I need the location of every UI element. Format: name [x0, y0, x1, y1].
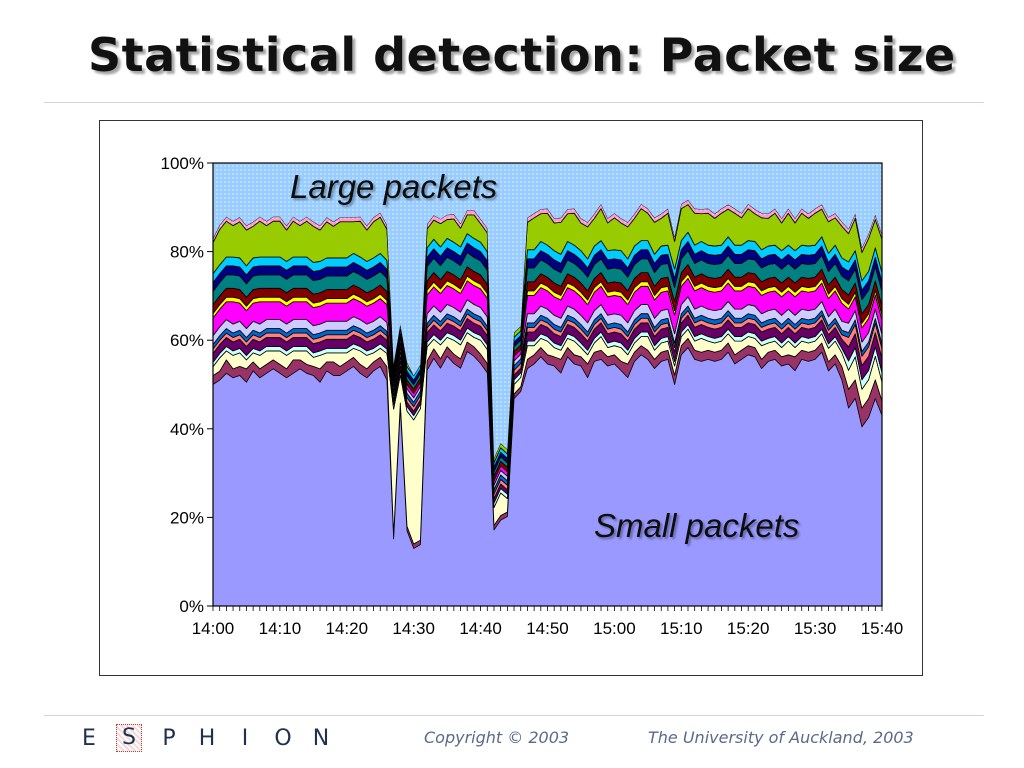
esphion-logo: E S P H I O N	[78, 724, 348, 752]
x-tick-label: 14:20	[326, 619, 369, 638]
logo-letter: H	[198, 725, 216, 751]
x-tick-label: 14:40	[459, 619, 502, 638]
title-divider	[44, 102, 984, 103]
x-axis: 14:00 14:10 14:20 14:30 14:40 14:50 15:00 15:10…	[192, 605, 904, 638]
copyright-text: Copyright © 2003	[424, 728, 570, 747]
y-tick-label: 0%	[179, 597, 204, 616]
footer-divider	[44, 715, 984, 716]
logo-letter-boxed: S	[116, 724, 142, 752]
x-tick-label: 15:40	[861, 619, 904, 638]
x-tick-label: 15:00	[593, 619, 636, 638]
x-tick-label: 14:00	[192, 619, 235, 638]
institution-text: The University of Auckland, 2003	[648, 728, 914, 747]
y-tick-label: 60%	[170, 331, 204, 350]
chart-frame: 0% 20% 40% 60% 80% 100% 14:00 14:10 14:20 14:30 1…	[99, 120, 923, 676]
stacked-areas	[212, 162, 883, 607]
x-tick-label: 14:50	[526, 619, 569, 638]
logo-letter: N	[312, 725, 330, 751]
logo-letter: E	[82, 725, 96, 751]
x-tick-label: 15:20	[727, 619, 770, 638]
y-tick-label: 80%	[170, 243, 204, 262]
slide-title: Statistical detection: Packet size	[88, 28, 956, 82]
packet-size-chart: 0%20%40%60%80%100% 14:00 14:10 14:20 14:30 1…	[161, 154, 904, 638]
series-area-0	[213, 347, 882, 606]
logo-letter: O	[274, 725, 292, 751]
small-packets-label: Small packets	[594, 507, 799, 544]
chart-annotations: Large packets Small packets	[290, 168, 799, 544]
x-tick-label: 15:10	[660, 619, 703, 638]
y-tick-label: 100%	[161, 154, 204, 173]
x-tick-label: 14:10	[259, 619, 302, 638]
series-area-16	[213, 163, 882, 459]
large-packets-label: Large packets	[290, 168, 497, 205]
x-tick-label: 14:30	[392, 619, 435, 638]
y-axis: 0% 20% 40% 60% 80% 100%	[161, 154, 214, 616]
logo-letter: I	[241, 725, 249, 751]
y-tick-label: 40%	[170, 420, 204, 439]
y-tick-label: 20%	[170, 508, 204, 527]
x-tick-label: 15:30	[794, 619, 837, 638]
logo-letter: P	[162, 725, 176, 751]
